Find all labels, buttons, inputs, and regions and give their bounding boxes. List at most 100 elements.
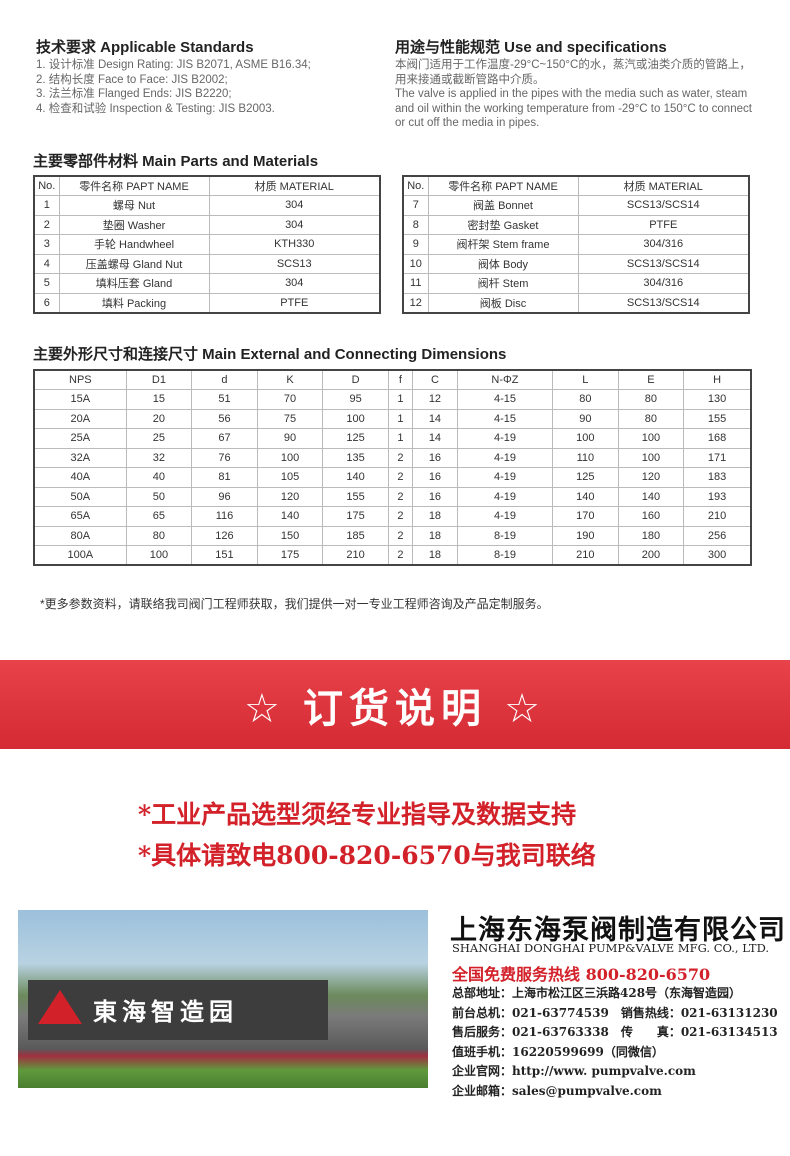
use-desc-cn: 本阀门适用于工作温度-29°C~150°C的水，蒸汽或油类介质的管路上，用来接通… <box>395 59 751 86</box>
table-cell: 11 <box>402 273 429 294</box>
table-cell: 90 <box>552 408 619 429</box>
column-header: d <box>191 369 258 390</box>
table-cell: SCS13/SCS14 <box>577 292 750 313</box>
standard-item: 1. 设计标准 Design Rating: JIS B2071, ASME B… <box>36 59 311 71</box>
table-cell: 4-15 <box>456 408 554 429</box>
table-cell: 2 <box>33 214 60 235</box>
table-row: 1 螺母 Nut 304 <box>33 195 381 216</box>
table-cell: 阀体 Body <box>427 253 579 274</box>
table-cell: 150 <box>256 525 324 546</box>
contact-info: 总部地址：上海市松江区三浜路428号（东海智造园） 前台总机：021-63774… <box>452 984 778 1101</box>
column-header: No. <box>33 175 60 196</box>
table-cell: 210 <box>552 545 619 566</box>
table-cell: 56 <box>191 408 258 429</box>
column-header: NPS <box>33 369 127 390</box>
table-cell: 65A <box>33 506 127 527</box>
column-header: L <box>552 369 619 390</box>
logo-icon <box>38 990 82 1024</box>
order-line-2: *具体请致电800-820-6570与我司联络 <box>138 841 596 870</box>
table-cell: 阀杆 Stem <box>427 273 579 294</box>
table-cell: 304/316 <box>577 234 750 255</box>
table-cell: 8-19 <box>456 545 554 566</box>
column-header: C <box>412 369 458 390</box>
column-header: f <box>387 369 414 390</box>
table-cell: 125 <box>322 428 389 449</box>
table-cell: 32 <box>125 447 193 468</box>
table-cell: 50A <box>33 486 127 507</box>
table-cell: 15A <box>33 389 127 410</box>
table-cell: 120 <box>617 467 685 488</box>
table-cell: 4-19 <box>456 467 554 488</box>
table-row: 2 垫圈 Washer 304 <box>33 214 381 235</box>
phone-line: 前台总机：021-63774539 销售热线：021-63131230 <box>452 1005 778 1020</box>
table-cell: 填料 Packing <box>58 292 210 313</box>
use-title: 用途与性能规范 Use and specifications <box>395 39 667 56</box>
table-cell: 18 <box>412 506 458 527</box>
table-cell: 80 <box>617 408 685 429</box>
column-header: D1 <box>125 369 193 390</box>
table-cell: 160 <box>617 506 685 527</box>
standard-item: 3. 法兰标准 Flanged Ends: JIS B2220; <box>36 88 232 100</box>
table-cell: 80 <box>125 525 193 546</box>
table-row: 80A 80 126 150 185 2 18 8-19 190 180 256 <box>33 525 752 546</box>
mobile: 值班手机：16220599699（同微信） <box>452 1044 664 1059</box>
table-cell: 2 <box>387 506 414 527</box>
company-name-en: SHANGHAI DONGHAI PUMP&VALVE MFG. CO., LT… <box>452 941 770 955</box>
table-cell: 80 <box>552 389 619 410</box>
table-cell: 155 <box>683 408 752 429</box>
table-row: 12 阀板 Disc SCS13/SCS14 <box>402 292 750 313</box>
photo-sign: 東海智造园 <box>93 999 238 1026</box>
table-cell: 1 <box>387 389 414 410</box>
table-cell: 12 <box>412 389 458 410</box>
table-cell: 3 <box>33 234 60 255</box>
table-cell: 140 <box>552 486 619 507</box>
table-cell: 256 <box>683 525 752 546</box>
parts-title: 主要零部件材料 Main Parts and Materials <box>33 153 319 170</box>
table-row: 5 填料压套 Gland 304 <box>33 273 381 294</box>
table-cell: 175 <box>322 506 389 527</box>
table-cell: 126 <box>191 525 258 546</box>
header-row: No. 零件名称 PAPT NAME 材质 MATERIAL <box>402 175 750 196</box>
table-row: 7 阀盖 Bonnet SCS13/SCS14 <box>402 195 750 216</box>
column-header: D <box>322 369 389 390</box>
table-cell: 50 <box>125 486 193 507</box>
use-desc-en: The valve is applied in the pipes with t… <box>395 88 752 129</box>
table-row: 65A 65 116 140 175 2 18 4-19 170 160 210 <box>33 506 752 527</box>
email-link[interactable]: 企业邮箱：sales@pumpvalve.com <box>452 1083 662 1098</box>
table-cell: 100 <box>617 447 685 468</box>
standard-item: 4. 检查和试验 Inspection & Testing: JIS B2003… <box>36 102 275 115</box>
header-row: No. 零件名称 PAPT NAME 材质 MATERIAL <box>33 175 381 196</box>
table-cell: 8 <box>402 214 429 235</box>
table-row: 10 阀体 Body SCS13/SCS14 <box>402 253 750 274</box>
table-cell: 4-19 <box>456 428 554 449</box>
service-line: 售后服务：021-63763338 传 真：021-63134513 <box>452 1025 778 1039</box>
table-cell: 96 <box>191 486 258 507</box>
table-row: 11 阀杆 Stem 304/316 <box>402 273 750 294</box>
dims-title: 主要外形尺寸和连接尺寸 Main External and Connecting… <box>33 346 507 363</box>
table-cell: 1 <box>387 428 414 449</box>
table-cell: 4-15 <box>456 389 554 410</box>
table-cell: 168 <box>683 428 752 449</box>
table-cell: 14 <box>412 408 458 429</box>
table-cell: 70 <box>256 389 324 410</box>
table-cell: 210 <box>683 506 752 527</box>
table-cell: 12 <box>402 292 429 313</box>
table-row: 9 阀杆架 Stem frame 304/316 <box>402 234 750 255</box>
table-cell: 手轮 Handwheel <box>58 234 210 255</box>
table-cell: 180 <box>617 525 685 546</box>
table-cell: 填料压套 Gland <box>58 273 210 294</box>
table-cell: 10 <box>402 253 429 274</box>
table-row: 100A 100 151 175 210 2 18 8-19 210 200 300 <box>33 545 752 566</box>
table-row: 32A 32 76 100 135 2 16 4-19 110 100 171 <box>33 447 752 468</box>
website-link[interactable]: 企业官网：http://www. pumpvalve.com <box>452 1064 696 1078</box>
table-cell: 100A <box>33 545 127 566</box>
parts-table-right: No. 零件名称 PAPT NAME 材质 MATERIAL 7 阀盖 Bonnet SC… <box>402 175 750 314</box>
standards-title: 技术要求 Applicable Standards <box>36 39 254 56</box>
column-header: 材质 MATERIAL <box>208 175 381 196</box>
column-header: E <box>617 369 685 390</box>
table-cell: 151 <box>191 545 258 566</box>
table-cell: PTFE <box>208 292 381 313</box>
address: 总部地址：上海市松江区三浜路428号（东海智造园） <box>452 986 742 1000</box>
